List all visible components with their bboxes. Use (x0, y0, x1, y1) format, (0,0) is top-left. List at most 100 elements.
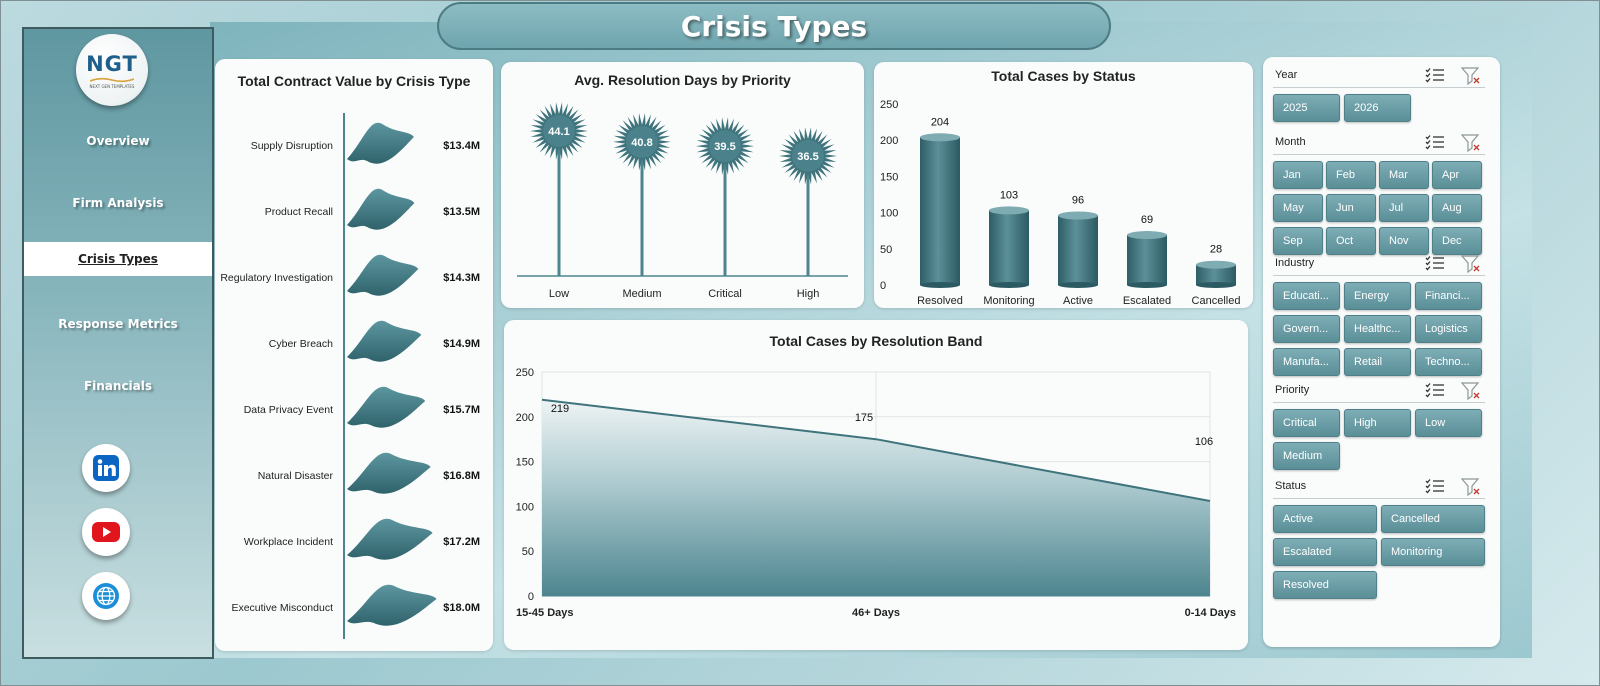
data-label: 44.1 (548, 126, 569, 138)
slicer-item-status-monitoring[interactable]: Monitoring (1381, 538, 1485, 566)
cases-status-chart: 0 50 100 150 200 250 204 Resolved 103 Monitoring 9… (880, 99, 1241, 307)
slicer-item-industry-techno[interactable]: Techno... (1415, 348, 1482, 376)
series-line (541, 398, 1211, 503)
category-label: Active (1063, 295, 1093, 307)
youtube-button[interactable] (82, 508, 130, 556)
category-label: Critical (708, 288, 742, 300)
multi-select-icon[interactable] (1425, 134, 1445, 150)
bar (347, 452, 431, 494)
slicer-item-priority-critical[interactable]: Critical (1273, 409, 1340, 437)
slicer-header-year: Year (1273, 65, 1485, 88)
slicer-item-month-nov[interactable]: Nov (1379, 227, 1429, 255)
slicer-item-industry-manufa[interactable]: Manufa... (1273, 348, 1340, 376)
website-button[interactable] (82, 572, 130, 620)
logo-text: NGT (86, 51, 138, 76)
slicer-item-status-cancelled[interactable]: Cancelled (1381, 505, 1485, 533)
data-label: 69 (1141, 214, 1153, 226)
clear-filter-icon[interactable] (1461, 478, 1481, 496)
resolution-days-chart-title: Avg. Resolution Days by Priority (574, 72, 791, 88)
contract-value-chart-title: Total Contract Value by Crisis Type (237, 73, 471, 89)
bar-top (920, 133, 960, 142)
slicer-item-month-feb[interactable]: Feb (1326, 161, 1376, 189)
bar (347, 254, 419, 296)
data-label: 204 (931, 116, 949, 128)
slicer-item-status-resolved[interactable]: Resolved (1273, 571, 1377, 599)
slicer-item-month-jun[interactable]: Jun (1326, 194, 1376, 222)
filter-panel: Year 2025 2026 Month Jan Feb Mar Apr May Jun Jul Au… (1263, 57, 1500, 647)
nav-item-firm-analysis[interactable]: Firm Analysis (72, 196, 164, 210)
slicer-item-industry-financi[interactable]: Financi... (1415, 282, 1482, 310)
page-title: Crisis Types (680, 9, 868, 43)
bar-base (989, 282, 1029, 288)
slicer-item-month-may[interactable]: May (1273, 194, 1323, 222)
slicer-item-industry-energy[interactable]: Energy (1344, 282, 1411, 310)
slicer-title-industry: Industry (1275, 257, 1315, 269)
y-tick-label: 0 (880, 280, 886, 292)
bar-top (1058, 211, 1098, 220)
slicer-item-status-escalated[interactable]: Escalated (1273, 538, 1377, 566)
bar-top (1196, 260, 1236, 269)
bar (347, 386, 426, 428)
area-fill (542, 399, 1210, 596)
lollipop-head-core (626, 125, 658, 158)
data-label: 103 (1000, 189, 1018, 201)
slicer-item-month-aug[interactable]: Aug (1432, 194, 1482, 222)
slicer-item-month-apr[interactable]: Apr (1432, 161, 1482, 189)
slicer-header-priority: Priority (1273, 380, 1485, 403)
slicer-item-month-oct[interactable]: Oct (1326, 227, 1376, 255)
slicer-item-industry-logistics[interactable]: Logistics (1415, 315, 1482, 343)
clear-filter-icon[interactable] (1461, 67, 1481, 85)
category-label: Product Recall (265, 206, 333, 218)
slicer-item-month-sep[interactable]: Sep (1273, 227, 1323, 255)
slicer-item-month-jan[interactable]: Jan (1273, 161, 1323, 189)
multi-select-icon[interactable] (1425, 478, 1445, 494)
y-tick-label: 250 (516, 367, 534, 379)
nav-item-crisis-types[interactable]: Crisis Types (24, 242, 212, 276)
slicer-item-industry-retail[interactable]: Retail (1344, 348, 1411, 376)
logo-subtitle: NEXT GEN TEMPLATES (89, 83, 135, 89)
slicer-item-industry-healthc[interactable]: Healthc... (1344, 315, 1411, 343)
multi-select-icon[interactable] (1425, 255, 1445, 271)
slicer-item-priority-high[interactable]: High (1344, 409, 1411, 437)
cases-status-chart-title: Total Cases by Status (991, 68, 1136, 84)
y-tick-label: 50 (880, 244, 892, 256)
slicer-item-year-2026[interactable]: 2026 (1344, 94, 1411, 122)
y-tick-label: 50 (522, 546, 534, 558)
resolution-days-chart: 44.1 Low 40.8 Medium 39.5 Critical 36.5 High (517, 102, 848, 300)
nav-item-overview[interactable]: Overview (86, 134, 150, 148)
category-label: Workplace Incident (244, 536, 333, 548)
nav-item-financials[interactable]: Financials (83, 379, 153, 393)
clear-filter-icon[interactable] (1461, 382, 1481, 400)
data-label: $13.5M (443, 206, 480, 218)
slicer-item-industry-govern[interactable]: Govern... (1273, 315, 1340, 343)
linkedin-button[interactable] (82, 444, 130, 492)
data-label: $18.0M (443, 602, 480, 614)
slicer-item-month-mar[interactable]: Mar (1379, 161, 1429, 189)
slicer-item-industry-educati[interactable]: Educati... (1273, 282, 1340, 310)
bar (347, 584, 437, 626)
slicer-header-month: Month (1273, 132, 1485, 155)
clear-filter-icon[interactable] (1461, 255, 1481, 273)
contract-value-chart: Supply Disruption $13.4M Product Recall $13… (220, 113, 480, 639)
category-label: 0-14 Days (1185, 607, 1236, 619)
slicer-header-status: Status (1273, 476, 1485, 499)
multi-select-icon[interactable] (1425, 67, 1445, 83)
multi-select-icon[interactable] (1425, 382, 1445, 398)
clear-filter-icon[interactable] (1461, 134, 1481, 152)
slicer-item-status-active[interactable]: Active (1273, 505, 1377, 533)
bar (1196, 264, 1236, 285)
slicer-item-priority-low[interactable]: Low (1415, 409, 1482, 437)
slicer-item-priority-medium[interactable]: Medium (1273, 442, 1340, 470)
bar (1058, 215, 1098, 285)
nav-item-response-metrics[interactable]: Response Metrics (58, 317, 178, 331)
slicer-item-month-dec[interactable]: Dec (1432, 227, 1482, 255)
category-label: Cyber Breach (269, 338, 333, 350)
slicer-item-year-2025[interactable]: 2025 (1273, 94, 1340, 122)
data-label: 175 (855, 412, 873, 424)
y-tick-label: 150 (516, 457, 534, 469)
category-label: Cancelled (1192, 295, 1241, 307)
bar (347, 188, 415, 230)
lollipop-head-core (709, 130, 741, 163)
slicer-item-month-jul[interactable]: Jul (1379, 194, 1429, 222)
bar (1127, 235, 1167, 285)
